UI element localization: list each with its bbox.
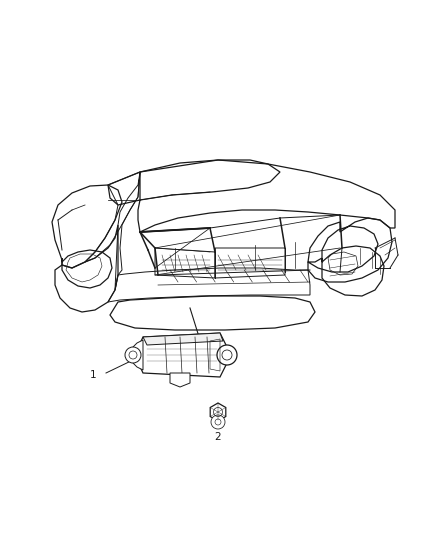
- Polygon shape: [210, 403, 226, 421]
- Polygon shape: [143, 333, 223, 345]
- Text: 1: 1: [89, 370, 96, 380]
- Circle shape: [217, 345, 237, 365]
- Polygon shape: [170, 373, 190, 387]
- Text: 2: 2: [215, 432, 221, 442]
- Polygon shape: [133, 340, 143, 370]
- Polygon shape: [137, 333, 227, 377]
- Circle shape: [211, 415, 225, 429]
- Circle shape: [125, 347, 141, 363]
